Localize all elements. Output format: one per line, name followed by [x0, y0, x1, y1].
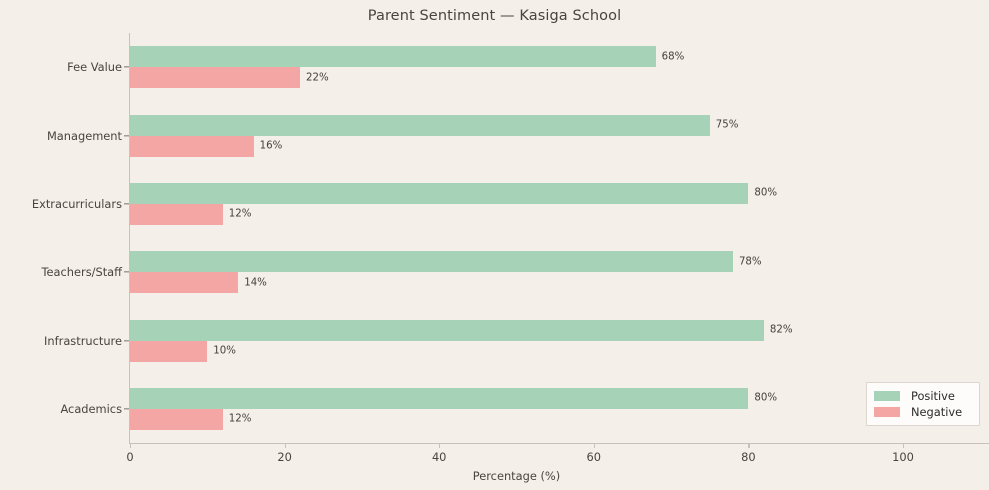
bar-value-label: 14%	[244, 277, 267, 289]
y-tick-mark	[124, 339, 129, 342]
bar-negative[interactable]: 12%	[130, 408, 980, 430]
bar-rect-positive	[130, 182, 749, 204]
bar-value-label: 82%	[769, 324, 793, 336]
bar-value-label: 22%	[306, 72, 329, 84]
legend-item-negative[interactable]: Negative	[874, 404, 971, 420]
x-tick-label: 80	[741, 450, 756, 464]
bar-value-label: 10%	[213, 345, 236, 357]
bar-rect-negative	[130, 340, 208, 362]
bar-positive[interactable]: 75%	[130, 114, 980, 136]
y-axis-tick-labels: Fee Value Management Extracurriculars Teach…	[0, 0, 122, 490]
bar-value-label: 80%	[754, 392, 778, 404]
x-tick-label: 100	[892, 450, 914, 464]
bar-value-label: 12%	[228, 413, 252, 425]
bar-positive[interactable]: 80%	[130, 387, 980, 409]
bar-rect-positive	[130, 114, 710, 136]
x-tick-mark	[284, 443, 286, 448]
legend-label: Positive	[911, 389, 955, 403]
y-tick-mark	[124, 203, 129, 205]
x-tick-label: 60	[586, 450, 602, 464]
bar-rect-negative	[130, 408, 223, 430]
bar-value-label: 16%	[259, 140, 283, 152]
y-tick-label-academics: Academics	[60, 401, 122, 416]
bar-rect-negative	[130, 203, 223, 225]
bar-rect-positive	[130, 387, 749, 409]
bar-rect-negative	[130, 135, 254, 157]
bar-positive[interactable]: 80%	[130, 182, 980, 204]
bar-rect-negative	[130, 67, 301, 89]
chart-legend: Positive Negative	[866, 382, 980, 426]
y-axis-spine	[129, 33, 131, 444]
y-tick-label-infrastructure: Infrastructure	[44, 333, 122, 348]
x-tick-mark	[439, 443, 441, 448]
bar-rect-positive	[130, 319, 764, 341]
legend-swatch-icon	[874, 407, 900, 417]
bar-negative[interactable]: 12%	[130, 203, 980, 225]
x-tick-mark	[593, 443, 596, 448]
bar-positive[interactable]: 68%	[130, 46, 980, 68]
plot-area: 68% 22% 75% 16% 80% 12% 78% 14% 82% 10% 80% 12%	[130, 33, 980, 444]
bar-positive[interactable]: 82%	[130, 319, 980, 341]
y-tick-mark	[124, 408, 129, 410]
bar-negative[interactable]: 10%	[130, 340, 980, 362]
bar-value-label: 68%	[661, 51, 685, 63]
bar-positive[interactable]: 78%	[130, 251, 980, 273]
x-axis-title: Percentage (%)	[472, 469, 561, 483]
bar-value-label: 12%	[228, 208, 252, 220]
bar-group: 82% 10%	[130, 319, 980, 362]
x-tick-mark	[130, 443, 132, 448]
legend-swatch-icon	[874, 391, 900, 401]
bar-negative[interactable]: 14%	[130, 272, 980, 294]
y-tick-label-teachers-staff: Teachers/Staff	[41, 265, 122, 280]
bar-negative[interactable]: 16%	[130, 135, 980, 157]
bar-value-label: 75%	[715, 119, 739, 131]
bar-value-label: 80%	[754, 187, 778, 199]
x-tick-label: 0	[126, 450, 134, 464]
x-tick-label: 40	[431, 450, 447, 464]
bar-group: 75% 16%	[130, 114, 980, 157]
bar-group: 80% 12%	[130, 182, 980, 225]
legend-item-positive[interactable]: Positive	[874, 388, 971, 404]
y-tick-mark	[124, 66, 129, 68]
bar-group: 68% 22%	[130, 46, 980, 89]
bar-group: 78% 14%	[130, 251, 980, 294]
y-tick-mark	[124, 134, 129, 137]
bar-rect-negative	[130, 272, 239, 294]
legend-label: Negative	[911, 405, 963, 419]
x-tick-mark	[903, 443, 905, 448]
chart-title: Parent Sentiment — Kasiga School	[367, 8, 622, 24]
bar-group: 80% 12%	[130, 387, 980, 430]
bar-rect-positive	[130, 46, 656, 68]
y-tick-label-extracurriculars: Extracurriculars	[31, 196, 122, 211]
bar-negative[interactable]: 22%	[130, 67, 980, 89]
bar-rect-positive	[130, 251, 733, 273]
x-tick-mark	[748, 443, 750, 448]
y-tick-mark	[124, 271, 129, 273]
x-tick-label: 20	[277, 450, 292, 464]
bar-value-label: 78%	[738, 256, 762, 268]
y-tick-label-fee-value: Fee Value	[67, 60, 122, 75]
y-tick-label-management: Management	[46, 128, 122, 143]
x-axis-spine	[130, 443, 989, 445]
